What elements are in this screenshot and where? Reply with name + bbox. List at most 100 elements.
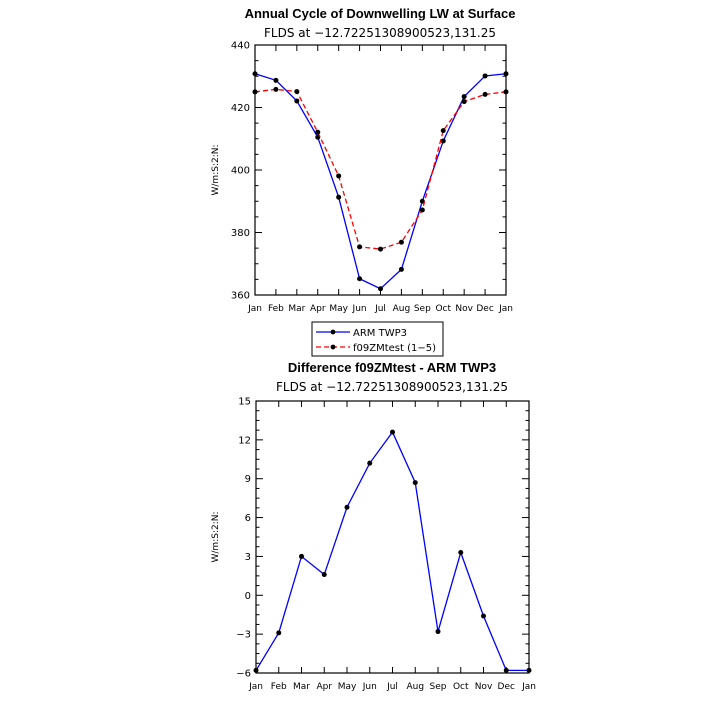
chart-bottom-series-0-point [299,553,304,559]
chart-bottom-x-tick-label: Apr [316,682,332,692]
chart-bottom-x-tick-label: Mar [293,682,310,692]
chart-bottom-x-tick-label: Jul [386,682,398,692]
chart-bottom-y-tick-label: 6 [245,513,251,524]
chart-top-axes: Jan Feb Mar Apr May Jun Jul Aug Sep Oct Nov Dec Jan 3… [231,41,513,315]
chart-top-series-0-point [378,286,383,292]
chart-top-series-0-point [398,266,404,272]
chart-top-series-0-point [503,71,509,77]
chart-top-series-0-line [254,73,507,290]
chart-bottom-x-tick-label: Jan [248,682,263,692]
chart-top-series-0-point [482,73,488,79]
chart-bottom-series-0-point [503,667,509,673]
chart-top-plot-frame [254,44,507,296]
chart-bottom-series-0-point [367,460,373,466]
legend-marker-arm [330,329,336,335]
chart-top-title: Annual Cycle of Downwelling LW at Surfac… [245,6,516,21]
chart-bottom-y-tick-label: 9 [245,474,251,485]
legend-label-arm: ARM TWP3 [353,328,407,339]
legend-label-model: f09ZMtest (1−5) [353,343,436,354]
chart-top-series-0-point [294,98,300,104]
chart-top-series-0-point [357,276,363,282]
chart-bottom-x-tick-label: Nov [475,682,493,692]
chart-top-series-0-point [273,77,279,83]
chart-bottom-series-0-point [276,630,282,636]
chart-top-series-1-point [357,244,363,250]
chart-top-x-tick-label: Jun [352,304,367,314]
chart-bottom-title: Difference f09ZMtest - ARM TWP3 [288,360,496,375]
chart-top-x-tick-label: Oct [435,304,451,314]
chart-top-series-1-point [440,128,446,134]
chart-bottom-series-0-point [390,429,395,435]
chart-top-series [252,71,509,292]
chart-bottom-plot-frame [255,400,530,674]
chart-bottom-series-0-point [458,550,464,556]
chart-top-x-tick-label: Feb [268,304,284,314]
chart-top-y-tick-label: 420 [231,103,250,114]
chart-bottom-x-tick-label: Sep [430,682,447,692]
chart-bottom-series-0-line [255,430,529,672]
chart-bottom-subtitle: FLDS at −12.72251308900523,131.25 [276,380,508,394]
chart-bottom-y-tick-label: −3 [236,630,251,641]
chart-top: Annual Cycle of Downwelling LW at Surfac… [211,6,516,357]
chart-top-y-tick-label: 400 [231,166,250,177]
chart-top-series-0-point [336,194,342,200]
chart-top-series-1-point [503,89,509,95]
chart-bottom-x-tick-label: Oct [453,682,469,692]
chart-top-series-1-point [294,89,300,95]
legend-box [311,321,444,357]
chart-bottom-series-0-point [412,480,418,486]
chart-top-x-tick-label: May [329,304,348,314]
chart-top-x-tick-label: Jan [247,304,262,314]
chart-top-series-1-point [378,246,383,252]
chart-bottom-x-tick-label: Jan [521,682,536,692]
chart-top-legend: ARM TWP3 f09ZMtest (1−5) [311,321,444,357]
chart-top-series-1-point [461,99,467,105]
chart-top-series-1-point [419,207,425,213]
chart-top-subtitle: FLDS at −12.72251308900523,131.25 [264,26,496,40]
chart-top-series-1-point [315,129,321,135]
chart-bottom-y-tick-label: 15 [238,397,251,408]
chart-top-x-tick-label: Aug [393,304,411,314]
chart-top-x-tick-label: Jul [374,304,386,314]
chart-top-x-tick-label: Dec [476,304,493,314]
chart-top-series-1-point [336,173,342,179]
chart-bottom-y-label: W/m:S:2:N: [211,512,221,563]
chart-top-y-tick-label: 360 [231,291,250,302]
chart-bottom-x-tick-label: Jun [362,682,377,692]
chart-top-series-1-point [482,91,488,97]
chart-top-x-tick-label: Jan [498,304,513,314]
chart-bottom-series [253,429,532,673]
chart-top-series-0-point [461,94,467,100]
chart-bottom-series-0-point [344,504,350,510]
chart-top-y-tick-label: 440 [231,41,250,52]
chart-bottom-series-0-point [435,629,441,635]
chart-bottom-series-0-point [253,667,259,673]
chart-top-series-1-point [252,89,258,95]
chart-top-series-0-point [419,198,425,204]
chart-top-x-tick-label: Mar [288,304,305,314]
chart-top-x-tick-label: Sep [414,304,431,314]
chart-bottom-series-0-point [321,572,327,578]
chart-top-series-0-point [440,138,446,144]
chart-bottom-axes: Jan Feb Mar Apr May Jun Jul Aug Sep Oct Nov Dec Jan −… [236,397,536,693]
chart-bottom-y-tick-label: 3 [245,552,251,563]
chart-top-series-1-line [254,88,507,250]
legend-marker-model [330,344,336,350]
chart-bottom-y-tick-label: 12 [238,435,251,446]
chart-top-y-tick-label: 380 [231,228,250,239]
chart-bottom-x-tick-label: May [338,682,357,692]
chart-top-x-tick-label: Nov [455,304,473,314]
chart-bottom: Difference f09ZMtest - ARM TWP3 FLDS at … [211,360,536,692]
chart-bottom-y-tick-label: 0 [245,591,251,602]
chart-bottom-x-tick-label: Aug [406,682,424,692]
chart-top-series-1-point [398,239,404,245]
chart-bottom-y-tick-label: −6 [236,669,251,680]
chart-bottom-x-tick-label: Feb [271,682,287,692]
chart-bottom-series-0-point [481,613,486,619]
chart-bottom-series-0-point [526,667,532,673]
chart-top-series-0-point [252,71,258,77]
chart-bottom-x-tick-label: Dec [498,682,515,692]
chart-top-series-1-point [273,86,279,92]
chart-top-y-label: W/m:S:2:N: [211,145,221,196]
